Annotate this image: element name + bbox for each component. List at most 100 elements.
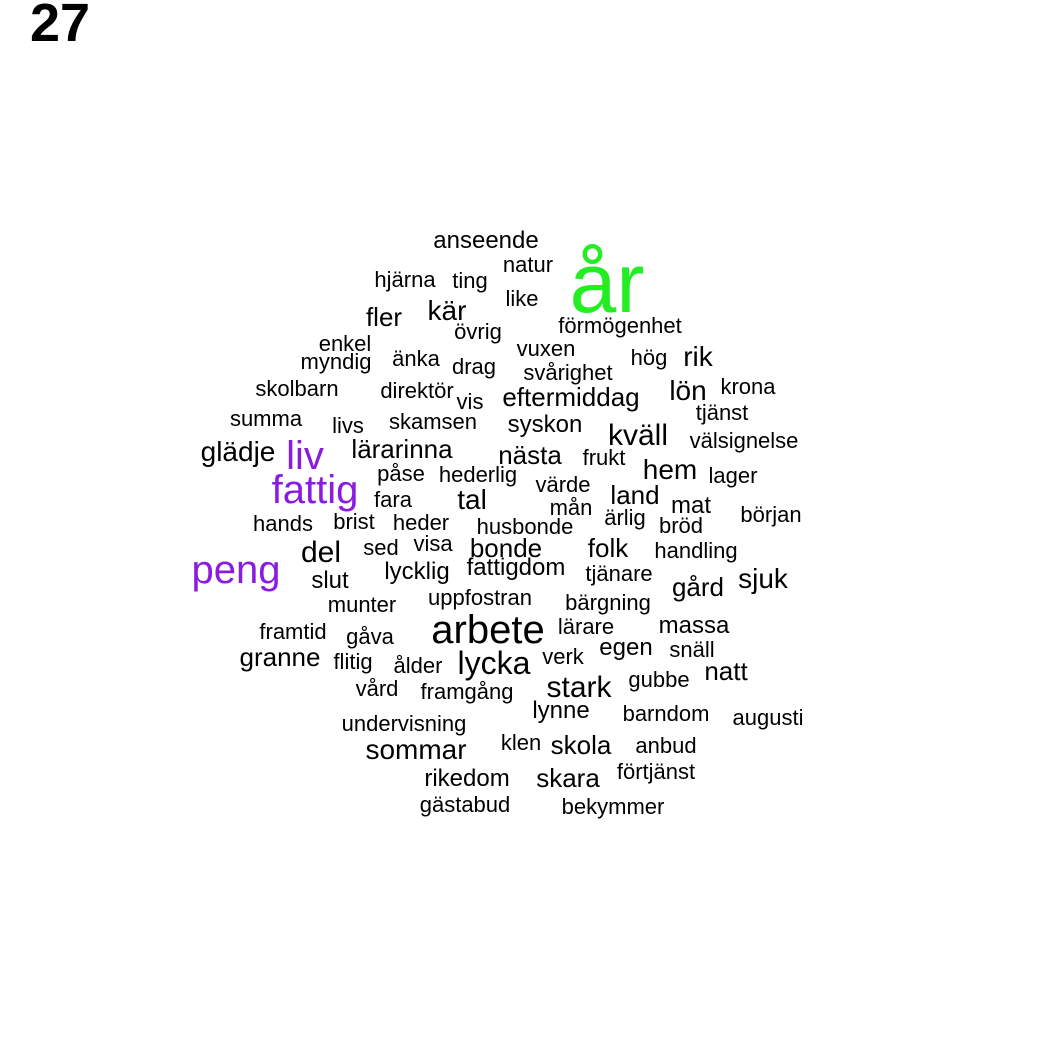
cloud-word: klen	[500, 730, 542, 755]
cloud-word: granne	[239, 642, 321, 672]
cloud-word: peng	[191, 548, 281, 592]
cloud-word: lycklig	[384, 558, 450, 585]
cloud-word: svårighet	[523, 360, 613, 385]
cloud-word: bröd	[658, 513, 704, 538]
cloud-word: liv	[286, 434, 324, 478]
cloud-word: stark	[546, 671, 612, 704]
cloud-word: hem	[642, 454, 698, 485]
cloud-word: början	[740, 502, 802, 527]
cloud-word: anbud	[635, 733, 697, 758]
cloud-word: gästabud	[419, 792, 511, 817]
cloud-word: handling	[654, 538, 738, 563]
cloud-word: folk	[587, 533, 629, 563]
cloud-word: vård	[355, 676, 399, 701]
cloud-word: skamsen	[388, 409, 478, 434]
cloud-word: syskon	[507, 411, 583, 438]
cloud-word: lynne	[532, 697, 590, 724]
cloud-word: lön	[669, 375, 707, 406]
cloud-word: del	[300, 536, 342, 569]
cloud-word: hög	[630, 345, 668, 370]
cloud-word: skola	[550, 730, 612, 760]
cloud-word: mån	[549, 495, 593, 520]
cloud-word: övrig	[454, 319, 502, 344]
cloud-word: livs	[332, 413, 364, 438]
cloud-word: munter	[327, 592, 397, 617]
cloud-word: visa	[413, 531, 453, 556]
cloud-word: flitig	[333, 649, 373, 674]
cloud-word: lärarinna	[351, 434, 453, 464]
cloud-word: sjuk	[738, 563, 788, 594]
cloud-word: fattigdom	[466, 554, 566, 581]
cloud-word: bärgning	[565, 590, 651, 615]
cloud-word: vis	[456, 389, 484, 414]
cloud-word: summa	[229, 406, 303, 431]
cloud-word: fler	[365, 302, 403, 332]
cloud-word: sommar	[365, 734, 467, 765]
cloud-word: ärlig	[604, 505, 646, 530]
cloud-word: fara	[374, 487, 412, 512]
cloud-word: värde	[535, 472, 591, 497]
cloud-word: bekymmer	[561, 794, 665, 819]
cloud-word: natur	[502, 252, 554, 277]
cloud-word: egen	[599, 634, 653, 661]
cloud-word: framtid	[259, 619, 327, 644]
cloud-word: hederlig	[438, 462, 518, 487]
cloud-word: augusti	[732, 705, 804, 730]
panel-number: 27	[30, 0, 91, 53]
cloud-word: änka	[392, 346, 440, 371]
cloud-word: brist	[333, 509, 375, 534]
cloud-word: krona	[720, 374, 776, 399]
cloud-word: enkel	[318, 331, 372, 356]
cloud-word: ålder	[393, 653, 443, 678]
cloud-word: like	[505, 286, 539, 311]
cloud-word: eftermiddag	[502, 382, 640, 412]
cloud-word: myndig	[300, 349, 372, 374]
cloud-word: skolbarn	[255, 376, 339, 401]
cloud-word: massa	[658, 612, 730, 639]
cloud-word: rikedom	[424, 765, 510, 792]
cloud-word: lärare	[557, 614, 615, 639]
cloud-word: lycka	[457, 645, 531, 681]
cloud-word: förmögenhet	[558, 313, 682, 338]
cloud-word: fattig	[271, 468, 359, 512]
cloud-word: sed	[363, 535, 399, 560]
cloud-word: husbonde	[476, 514, 574, 539]
cloud-word: slut	[311, 567, 349, 594]
cloud-word: förtjänst	[616, 759, 696, 784]
cloud-word: vuxen	[516, 336, 576, 361]
cloud-word: hjärna	[374, 267, 436, 292]
cloud-word: direktör	[380, 378, 454, 403]
cloud-word: lager	[708, 463, 758, 488]
cloud-word: skara	[536, 763, 600, 793]
cloud-word: tal	[457, 484, 487, 515]
cloud-word: frukt	[582, 445, 626, 470]
cloud-word: tjänst	[695, 400, 749, 425]
cloud-word: bonde	[469, 533, 543, 563]
cloud-word: land	[610, 480, 660, 510]
cloud-word: mat	[670, 492, 712, 519]
cloud-word: arbete	[431, 608, 545, 652]
cloud-word: ting	[452, 268, 488, 293]
cloud-word: glädje	[200, 436, 276, 467]
cloud-word: nästa	[498, 440, 562, 470]
cloud-word: kväll	[607, 419, 669, 452]
cloud-word: gubbe	[628, 667, 690, 692]
cloud-word: snäll	[669, 637, 715, 662]
cloud-word: hands	[253, 511, 313, 536]
cloud-word: gåva	[346, 624, 394, 649]
cloud-word: tjänare	[585, 561, 653, 586]
cloud-word: barndom	[622, 701, 710, 726]
cloud-word: uppfostran	[428, 585, 532, 610]
cloud-word: anseende	[433, 227, 539, 254]
cloud-word: verk	[542, 644, 584, 669]
cloud-word: år	[569, 236, 645, 330]
cloud-word: drag	[451, 354, 497, 379]
cloud-word: påse	[377, 461, 425, 486]
cloud-word: kär	[427, 295, 467, 326]
cloud-word: natt	[704, 656, 748, 686]
cloud-word: undervisning	[341, 711, 467, 736]
cloud-word: heder	[392, 510, 450, 535]
cloud-word: framgång	[420, 679, 514, 704]
cloud-word: välsignelse	[689, 428, 799, 453]
